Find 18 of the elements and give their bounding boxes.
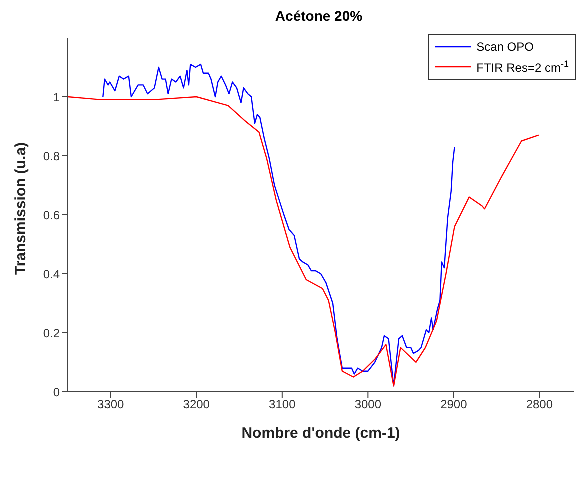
x-tick-label: 3000 [354, 398, 382, 412]
y-tick-label: 0.4 [43, 267, 60, 282]
y-tick-label: 1 [53, 90, 60, 104]
chart-title: Acétone 20% [274, 8, 364, 26]
x-tick-label: 3200 [183, 398, 210, 412]
legend-label: FTIR Res=2 cm$^{-1}$ [476, 59, 569, 75]
x-axis-title: Nombre d'onde (cm-1) [242, 425, 400, 442]
y-tick-label: 0.6 [43, 208, 60, 222]
y-tick-label: 0.2 [43, 326, 60, 340]
x-tick-label: 2800 [526, 398, 554, 412]
legend-label: Scan OPO [476, 40, 534, 54]
x-tick-label: 2900 [440, 398, 468, 412]
line-series [68, 96, 540, 387]
x-tick-label: 3300 [98, 398, 125, 412]
y-tick-label: 0.8 [43, 149, 60, 164]
x-tick-label: 3100 [269, 398, 296, 412]
y-tick-label: 0 [53, 385, 60, 400]
y-axis-title: Transmission (u.a) [12, 142, 30, 275]
